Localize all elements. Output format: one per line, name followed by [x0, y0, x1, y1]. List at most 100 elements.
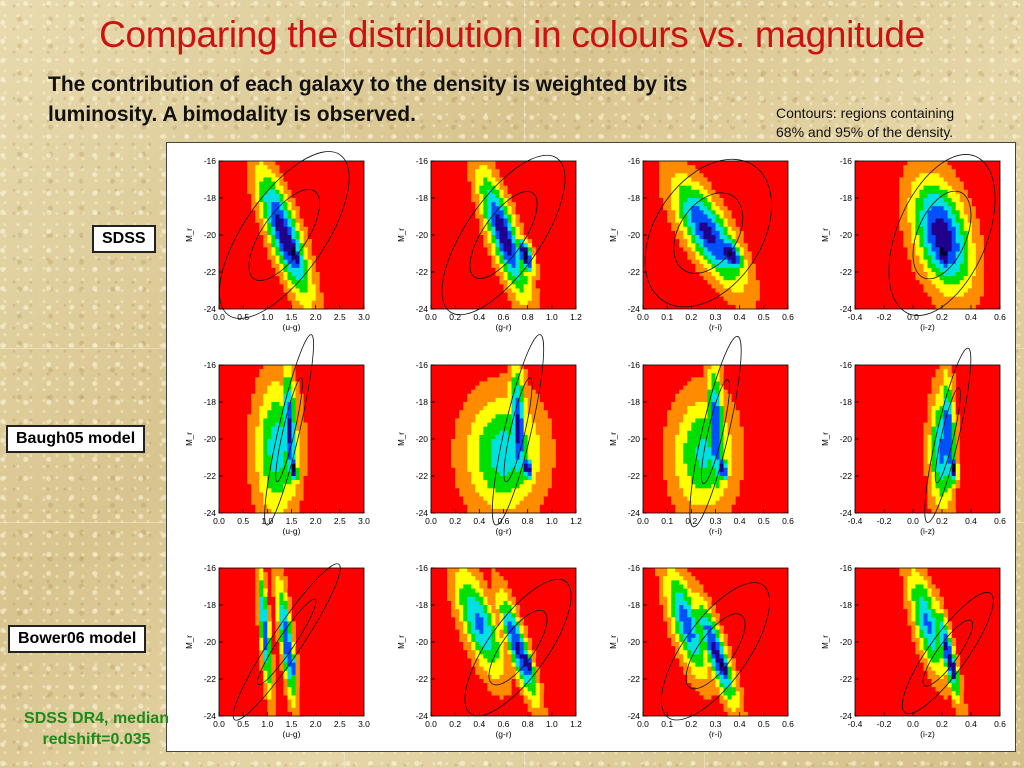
- density-cell: [503, 504, 508, 510]
- density-cell: [503, 467, 508, 473]
- density-cell: [275, 214, 280, 219]
- density-cell: [955, 218, 961, 224]
- density-cell: [271, 169, 276, 174]
- density-cell: [695, 267, 700, 273]
- density-cell: [279, 181, 284, 187]
- density-cell: [303, 247, 309, 252]
- density-cell: [463, 496, 468, 502]
- density-cell: [471, 414, 476, 419]
- density-cell: [683, 393, 688, 399]
- density-cell: [483, 422, 488, 428]
- density-cell: [707, 177, 712, 182]
- density-cell: [451, 410, 456, 415]
- density-cell: [283, 443, 288, 448]
- density-cell: [683, 402, 688, 407]
- density-cell: [899, 206, 904, 211]
- density-cell: [947, 263, 953, 269]
- density-cell: [979, 284, 985, 289]
- density-cell: [679, 451, 684, 456]
- density-cell: [931, 243, 936, 248]
- density-cell: [507, 206, 512, 211]
- density-cell: [511, 381, 516, 386]
- density-cell: [487, 406, 492, 411]
- density-cell: [451, 455, 456, 460]
- density-cell: [751, 251, 757, 256]
- y-tick-label: -22: [628, 267, 641, 277]
- density-cell: [743, 443, 749, 448]
- density-cell: [699, 198, 704, 203]
- density-cell: [915, 214, 920, 219]
- density-cell: [667, 218, 672, 224]
- density-cell: [951, 247, 957, 252]
- density-cell: [451, 414, 456, 419]
- density-cell: [283, 471, 288, 477]
- density-cell: [515, 272, 521, 277]
- density-cell: [679, 430, 684, 436]
- density-cell: [287, 181, 292, 187]
- density-cell: [515, 304, 521, 310]
- density-cell: [911, 181, 916, 187]
- density-cell: [263, 576, 268, 581]
- density-cell: [927, 218, 932, 224]
- density-cell: [919, 247, 924, 252]
- density-cell: [251, 177, 256, 182]
- density-cell: [275, 218, 280, 224]
- density-cell: [703, 422, 708, 428]
- density-cell: [471, 476, 476, 481]
- density-cell: [479, 455, 484, 460]
- density-cell: [679, 243, 684, 248]
- density-cell: [891, 198, 896, 203]
- density-cell: [919, 177, 924, 182]
- density-cell: [487, 480, 492, 485]
- density-cell: [683, 185, 688, 191]
- density-cell: [531, 300, 537, 306]
- density-cell: [675, 230, 680, 236]
- density-cell: [755, 272, 761, 277]
- density-cell: [675, 214, 680, 219]
- density-cell: [707, 239, 712, 244]
- density-cell: [307, 239, 313, 244]
- density-cell: [671, 463, 676, 469]
- density-cell: [527, 455, 533, 460]
- density-cell: [507, 230, 512, 236]
- density-cell: [495, 476, 500, 481]
- density-cell: [983, 230, 989, 236]
- density-cell: [499, 480, 504, 485]
- density-panel: -16-18-20-22-24M_r0.0 0.1 0.2 0.3 0.4 0.5 0.6(…: [609, 335, 794, 536]
- density-cell: [511, 267, 516, 273]
- density-cell: [503, 471, 508, 477]
- density-cell: [943, 169, 949, 174]
- density-cell: [739, 492, 745, 497]
- density-cell: [499, 247, 504, 252]
- density-cell: [931, 455, 936, 460]
- density-cell: [939, 439, 945, 444]
- density-cell: [291, 280, 296, 285]
- density-cell: [543, 459, 549, 465]
- density-cell: [975, 239, 981, 244]
- density-cell: [739, 239, 745, 244]
- density-cell: [687, 492, 692, 497]
- density-cell: [915, 272, 920, 277]
- density-cell: [511, 451, 516, 456]
- x-axis-label: (u-g): [283, 322, 301, 332]
- density-cell: [483, 414, 488, 419]
- density-cell: [299, 267, 304, 273]
- density-cell: [291, 272, 296, 277]
- density-cell: [275, 239, 280, 244]
- density-cell: [263, 508, 268, 514]
- density-cell: [687, 467, 692, 473]
- density-cell: [719, 397, 724, 403]
- density-cell: [531, 426, 537, 432]
- density-cell: [687, 480, 692, 485]
- density-cell: [687, 377, 692, 382]
- density-cell: [471, 500, 476, 506]
- density-cell: [295, 288, 300, 293]
- density-cell: [663, 488, 668, 493]
- density-cell: [267, 609, 272, 614]
- density-contour: [689, 335, 742, 528]
- density-cell: [671, 226, 676, 232]
- density-cell: [527, 247, 533, 252]
- density-cell: [659, 439, 664, 444]
- density-cell: [531, 414, 537, 419]
- density-cell: [307, 414, 313, 419]
